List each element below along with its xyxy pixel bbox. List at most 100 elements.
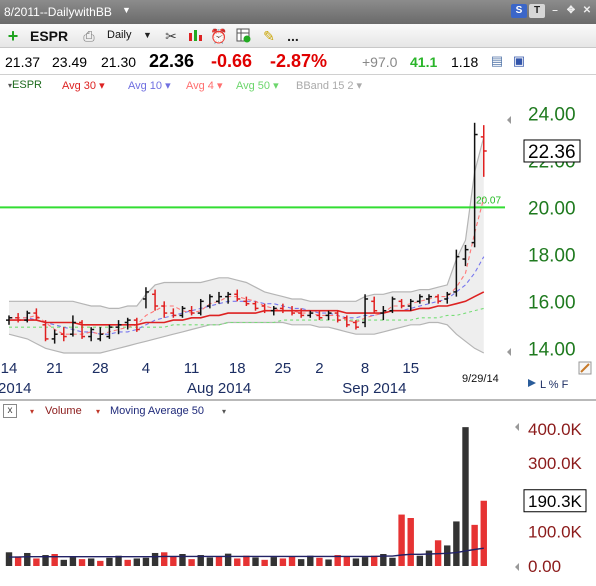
volume-bar [161,552,168,566]
notes-icon[interactable]: ✎ [263,28,275,44]
last-price-box [523,139,581,163]
window-title: 8/2011--DailywithBB [4,5,112,19]
price-bar [51,329,58,344]
price-bar [325,310,332,321]
price-axis-label: 18.00 [528,245,576,266]
volume-bar [389,557,396,566]
price-legend: ▾ESPR Avg 30 ▾ Avg 10 ▾ Avg 4 ▾ Avg 50 ▾… [0,77,510,93]
horizontal-line-label: 20.07 [476,195,501,206]
volume-bar [425,550,433,566]
legend-bband-label: BBand 15 2 [296,80,354,92]
volume-bar [325,559,332,566]
legend-avg30[interactable]: Avg 30 ▾ [62,80,105,92]
price-bar [225,291,232,304]
close-pane-icon[interactable]: x [3,404,17,418]
database-icon[interactable]: ▤ [490,53,504,68]
symbol-field[interactable]: ESPR [30,28,69,44]
save-icon[interactable]: ▣ [512,53,526,68]
legend-avg10[interactable]: Avg 10 ▾ [128,80,171,92]
quote-high: 23.49 [52,54,88,70]
price-bar [380,306,387,321]
ma50-dropdown-icon[interactable]: ▾ [222,407,227,416]
legend-avg10-label: Avg 10 [128,80,163,92]
volume-bar [97,560,104,566]
volume-bar [170,556,177,566]
date-axis-label: 4 [142,360,150,377]
price-bar [243,296,250,307]
move-icon[interactable]: ✥ [566,5,576,16]
price-scroll-down-icon [507,348,511,356]
data-window-icon[interactable] [234,27,252,45]
price-bar [6,315,12,325]
last-volume-box [523,489,587,513]
legend-bband[interactable]: BBand 15 2 ▾ [296,80,363,92]
legend-ma50[interactable]: Moving Average 50 [110,405,204,417]
more-options-button[interactable]: ... [287,28,299,44]
add-symbol-icon[interactable]: + [7,26,19,46]
legend-symbol[interactable]: ▾ESPR [8,79,42,91]
volume-dropdown-icon[interactable]: ▾ [96,407,101,416]
price-bar [289,306,296,316]
legend-volume[interactable]: Volume [45,405,82,417]
volume-bar [206,557,214,566]
price-chart[interactable]: 20.0724.0022.0020.0018.0016.0014.0022.36… [0,77,596,400]
price-bar [234,289,241,302]
price-bar [88,327,95,342]
price-bar [206,294,213,309]
volume-bar [33,558,40,566]
link-icon[interactable]: S [511,4,527,18]
print-icon[interactable]: ⎙ [83,28,95,44]
price-bar [142,287,149,309]
price-bar [416,294,423,304]
title-dropdown-icon[interactable]: ▼ [122,5,131,15]
legend-avg4[interactable]: Avg 4 ▾ [186,80,223,92]
price-bar [480,125,487,177]
volume-bar [380,554,387,566]
date-axis-label: 25 [275,360,292,377]
quote-open: 21.37 [5,54,41,70]
price-bar [69,315,76,337]
legend-symbol-label: ESPR [12,79,42,91]
drawing-tools-icon[interactable]: ✂ [165,28,177,44]
volume-bar [124,559,131,566]
price-bar [371,296,378,314]
price-bar [133,317,140,332]
volume-bar [243,555,250,566]
legend-avg50[interactable]: Avg 50 ▾ [236,80,279,92]
volume-bar [416,555,424,566]
minimize-icon[interactable]: – [552,5,558,16]
price-bar [124,317,131,330]
volume-bar [60,559,67,566]
pane-divider[interactable] [0,399,596,401]
volume-bar [142,557,150,566]
volume-bar [179,554,186,566]
date-axis-label: 21 [46,360,63,377]
volume-bar [343,556,351,566]
bar-style-icon[interactable] [186,27,204,45]
volume-bar [371,555,378,566]
volume-bar [215,556,223,566]
price-bar [398,298,405,309]
price-bar [307,310,314,318]
price-bar [197,298,204,316]
legend-avg4-label: Avg 4 [186,80,214,92]
price-axis-label: 14.00 [528,339,576,360]
alarm-clock-icon[interactable]: ⏰ [210,28,228,44]
price-scroll-up-icon [507,116,511,124]
price-bar [343,315,350,328]
quote-change-pct: -2.87% [270,51,328,71]
interval-dropdown-icon[interactable]: ▼ [143,30,152,40]
price-bar [298,308,305,318]
template-icon[interactable]: T [529,4,545,18]
volume-ma50-line [9,547,484,558]
quote-change: -0.66 [211,51,253,71]
price-bar [316,310,323,321]
interval-select[interactable]: Daily [107,29,132,41]
date-axis-label: 2 [315,360,323,377]
price-bar [407,298,414,311]
close-icon[interactable]: ✕ [582,5,592,16]
volume-bar [188,559,195,566]
last-volume-label: 190.3K [528,492,583,511]
price-bar [115,320,122,335]
